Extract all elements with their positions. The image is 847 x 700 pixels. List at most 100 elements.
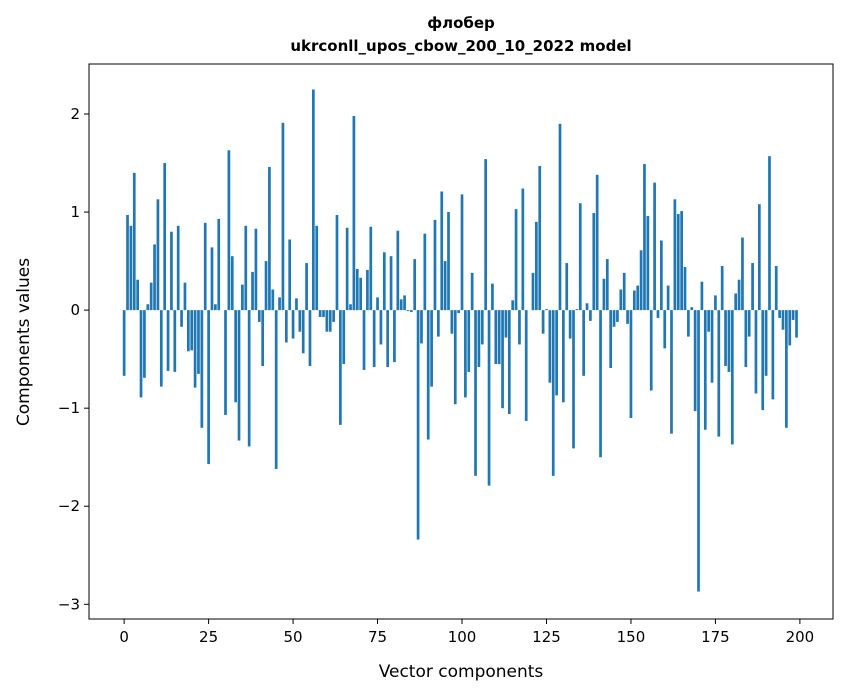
bar-192 <box>772 310 775 399</box>
bar-182 <box>738 280 741 310</box>
y-axis-label: Components values <box>14 258 34 426</box>
bar-190 <box>765 310 768 376</box>
bar-49 <box>288 240 291 311</box>
bar-67 <box>349 304 352 310</box>
bar-25 <box>207 310 210 464</box>
bar-128 <box>555 310 558 395</box>
bar-151 <box>633 291 636 311</box>
x-tick-label: 200 <box>786 628 815 646</box>
bar-51 <box>295 298 298 310</box>
bar-121 <box>532 273 535 310</box>
bar-189 <box>761 310 764 410</box>
bar-34 <box>238 310 241 440</box>
x-tick-label: 75 <box>368 628 387 646</box>
bar-40 <box>258 310 261 322</box>
bar-153 <box>640 250 643 310</box>
bar-90 <box>427 310 430 439</box>
bar-0 <box>123 310 126 376</box>
bar-148 <box>623 273 626 310</box>
bar-39 <box>255 229 258 310</box>
bar-139 <box>592 213 595 310</box>
bar-98 <box>454 310 457 404</box>
bar-141 <box>599 310 602 457</box>
bar-7 <box>146 304 149 310</box>
bar-191 <box>768 156 771 310</box>
bar-134 <box>576 309 579 310</box>
bar-9 <box>153 244 156 310</box>
x-tick-label: 125 <box>532 628 561 646</box>
bar-50 <box>292 310 295 338</box>
bar-27 <box>214 304 217 310</box>
bar-169 <box>694 310 697 411</box>
bar-100 <box>461 194 464 310</box>
bar-178 <box>724 310 727 366</box>
bar-146 <box>616 310 619 322</box>
bar-188 <box>758 204 761 310</box>
bar-147 <box>619 290 622 311</box>
bar-77 <box>383 252 386 310</box>
bar-131 <box>565 263 568 310</box>
bar-46 <box>278 297 281 310</box>
bar-133 <box>572 310 575 448</box>
bar-174 <box>711 310 714 383</box>
bar-43 <box>268 167 271 310</box>
bar-119 <box>525 310 528 421</box>
bar-187 <box>755 310 758 393</box>
bar-16 <box>177 226 180 310</box>
bar-117 <box>518 310 521 344</box>
bar-79 <box>390 256 393 310</box>
bar-171 <box>701 282 704 310</box>
bar-3 <box>133 173 136 310</box>
bar-96 <box>447 212 450 310</box>
bar-184 <box>744 310 747 367</box>
bar-150 <box>630 310 633 418</box>
y-tick-label: −3 <box>58 595 80 613</box>
bar-103 <box>471 273 474 310</box>
bar-111 <box>498 310 501 364</box>
bar-127 <box>552 310 555 476</box>
bar-160 <box>663 310 666 348</box>
bar-61 <box>329 310 332 332</box>
y-tick-label: 0 <box>70 301 80 319</box>
bar-166 <box>684 267 687 310</box>
bar-195 <box>782 310 785 330</box>
bar-11 <box>160 310 163 386</box>
bar-87 <box>417 310 420 539</box>
bar-47 <box>282 123 285 310</box>
bar-136 <box>582 310 585 376</box>
bar-140 <box>596 175 599 310</box>
bar-175 <box>714 295 717 310</box>
bar-81 <box>396 231 399 310</box>
bar-73 <box>369 227 372 310</box>
bar-44 <box>271 290 274 311</box>
bar-2 <box>130 226 133 310</box>
bar-56 <box>312 89 315 310</box>
x-tick-label: 0 <box>119 628 129 646</box>
bar-62 <box>332 310 335 322</box>
bar-76 <box>380 310 383 344</box>
bar-6 <box>143 310 146 378</box>
bar-32 <box>231 256 234 310</box>
bar-78 <box>386 310 389 367</box>
bar-70 <box>359 278 362 310</box>
bar-185 <box>748 310 751 336</box>
bar-135 <box>579 203 582 310</box>
bar-197 <box>788 310 791 345</box>
bar-123 <box>538 166 541 310</box>
bar-176 <box>717 310 720 436</box>
bar-105 <box>478 310 481 367</box>
chart-subtitle: ukrconll_upos_cbow_200_10_2022 model <box>290 37 631 55</box>
bar-80 <box>393 310 396 362</box>
bar-91 <box>430 310 433 386</box>
bar-198 <box>792 310 795 320</box>
bar-88 <box>420 310 423 343</box>
bar-58 <box>319 310 322 317</box>
bar-8 <box>150 283 153 310</box>
bar-162 <box>670 310 673 434</box>
bar-161 <box>667 286 670 311</box>
y-tick-label: 1 <box>70 203 80 221</box>
bar-193 <box>775 266 778 310</box>
bar-33 <box>234 310 237 402</box>
